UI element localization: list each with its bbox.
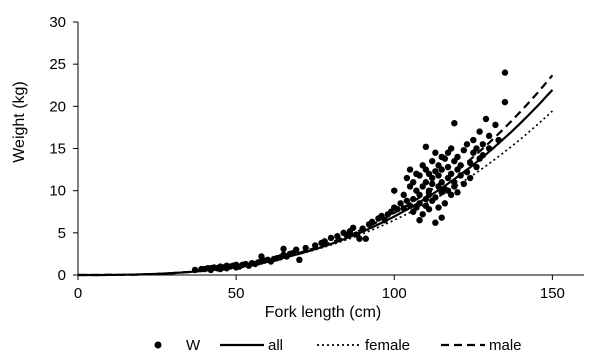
data-point	[362, 235, 369, 242]
data-point	[416, 172, 423, 179]
data-point	[321, 238, 328, 245]
data-point	[425, 206, 433, 213]
y-tick-label: 25	[49, 56, 66, 73]
data-point	[451, 183, 458, 190]
data-point	[416, 216, 423, 224]
data-point	[435, 204, 442, 211]
data-point	[463, 141, 471, 148]
data-point	[454, 189, 461, 196]
series-line-female	[78, 110, 553, 276]
data-point	[334, 233, 341, 240]
y-axis-title: Weight (kg)	[11, 81, 28, 163]
data-point	[403, 197, 411, 204]
y-tick-label: 15	[49, 141, 66, 158]
data-point	[476, 128, 483, 135]
data-point	[293, 246, 300, 253]
data-point	[473, 145, 480, 152]
data-point	[400, 191, 407, 199]
data-point	[454, 153, 461, 161]
data-point	[438, 166, 445, 173]
x-tick-label: 100	[382, 285, 407, 302]
y-tick-label: 5	[58, 225, 66, 242]
x-tick-label: 150	[540, 285, 565, 302]
y-tick-label: 20	[49, 98, 66, 115]
y-tick-label: 0	[58, 267, 66, 284]
data-point	[422, 143, 430, 151]
data-point	[451, 120, 458, 127]
legend-marker-W	[154, 341, 162, 349]
legend-label-male: male	[489, 337, 522, 354]
data-point	[466, 174, 474, 182]
legend-label-female: female	[365, 337, 410, 354]
data-point	[479, 141, 486, 148]
data-point	[429, 174, 436, 182]
plot-area: 0 5 10 15 20 25 30 0 50 100 150	[49, 14, 584, 302]
data-point	[441, 155, 449, 162]
data-point	[432, 149, 439, 156]
data-point	[432, 194, 439, 201]
data-point	[410, 195, 417, 203]
data-point	[438, 214, 445, 221]
data-point	[432, 219, 439, 226]
data-point	[419, 211, 426, 218]
data-point	[501, 98, 509, 106]
data-point	[429, 180, 436, 188]
legend-label-W: W	[186, 337, 201, 354]
data-point	[422, 179, 430, 186]
data-point	[485, 132, 493, 140]
data-point	[482, 115, 490, 123]
y-axis-title-group: Weight (kg)	[11, 81, 28, 163]
x-tick-label: 50	[228, 285, 245, 302]
x-axis-title: Fork length (cm)	[265, 304, 381, 321]
data-point	[435, 172, 442, 179]
data-point	[349, 224, 357, 231]
data-point	[447, 145, 455, 152]
data-point	[327, 234, 335, 242]
legend-label-all: all	[268, 337, 283, 354]
data-point	[429, 157, 436, 165]
data-point	[356, 235, 363, 242]
data-point	[397, 200, 404, 207]
data-point	[444, 163, 452, 171]
data-point	[460, 146, 468, 154]
data-point	[441, 200, 449, 207]
y-tick-label: 10	[49, 183, 66, 200]
data-point	[406, 166, 414, 173]
data-point	[302, 244, 309, 252]
y-tick-label: 30	[49, 14, 66, 31]
data-point	[403, 174, 411, 182]
series-line-male	[78, 74, 554, 277]
data-point	[501, 69, 509, 76]
data-point	[470, 136, 477, 144]
data-point	[280, 245, 287, 253]
data-point	[410, 179, 417, 186]
data-point	[391, 187, 398, 194]
data-point	[473, 163, 480, 171]
x-tick-label: 0	[74, 285, 82, 302]
data-point	[447, 191, 455, 199]
data-point	[296, 256, 303, 264]
data-point	[492, 121, 499, 129]
